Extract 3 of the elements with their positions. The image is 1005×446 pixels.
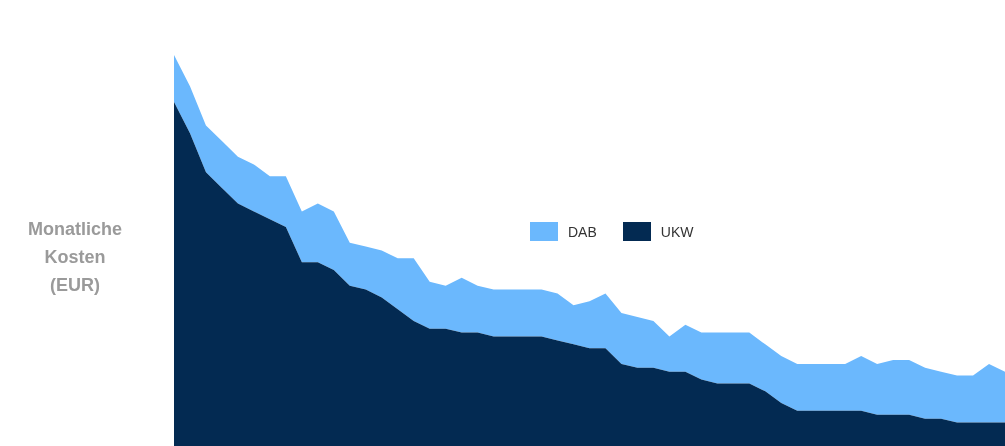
legend-label: DAB xyxy=(568,223,597,240)
y-axis-title: Monatliche Kosten (EUR) xyxy=(27,218,123,297)
legend-label: UKW xyxy=(660,223,694,240)
